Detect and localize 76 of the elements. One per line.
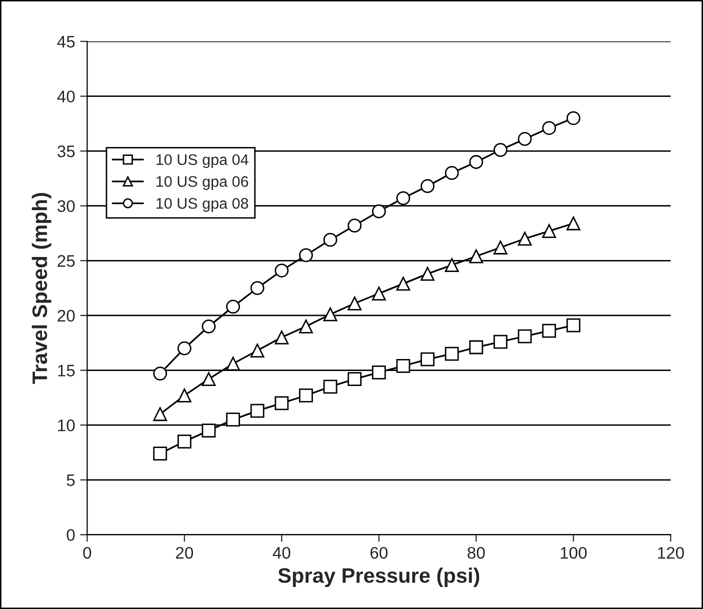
point (420, 179, 434, 194)
point (372, 366, 386, 380)
point (494, 334, 508, 349)
y-tick-label: 0 (66, 529, 75, 541)
x-tick-label: 20 (176, 546, 194, 559)
x-tick-label: 100 (560, 546, 587, 559)
point (396, 358, 410, 373)
legend-label: 10 US gpa 04 (156, 154, 248, 168)
point (323, 380, 338, 394)
point (177, 388, 192, 402)
x-tick-label: 80 (468, 546, 485, 559)
point (323, 307, 338, 322)
point (469, 249, 484, 264)
point (420, 266, 434, 281)
point (274, 396, 289, 410)
point (274, 264, 289, 278)
point (566, 216, 580, 230)
x-tick-label: 40 (272, 546, 290, 559)
point (226, 412, 240, 427)
point (372, 204, 386, 218)
point (566, 318, 580, 332)
y-tick-label: 10 (58, 419, 75, 432)
point (566, 111, 580, 126)
point (226, 356, 240, 371)
y-tick-label: 25 (58, 255, 75, 267)
y-tick-label: 35 (57, 145, 75, 158)
point (177, 434, 192, 448)
point (542, 224, 556, 238)
point (494, 240, 508, 254)
x-tick-label: 0 (83, 546, 92, 559)
point (444, 166, 459, 180)
point (348, 296, 362, 310)
point (348, 218, 362, 233)
point (153, 446, 168, 461)
point (494, 142, 508, 157)
y-axis-title: Travel Speed (mph) (32, 192, 52, 384)
point (153, 366, 168, 381)
point (542, 121, 556, 135)
point (202, 372, 216, 386)
point (177, 341, 192, 356)
legend-label: 10 US gpa 08 (156, 198, 248, 212)
point (348, 372, 362, 386)
y-tick-label: 20 (58, 310, 75, 322)
point (469, 340, 484, 354)
point (372, 286, 386, 300)
y-tick-label: 5 (66, 474, 75, 486)
point (153, 407, 168, 422)
point (444, 346, 459, 361)
point (299, 248, 313, 262)
point (444, 258, 459, 272)
x-axis-title: Spray Pressure (psi) (278, 568, 480, 588)
point (542, 324, 556, 338)
y-tick-label: 30 (57, 200, 75, 212)
point (518, 132, 532, 146)
point (299, 388, 313, 402)
y-tick-label: 15 (58, 364, 75, 376)
point (396, 276, 410, 291)
x-tick-label: 60 (370, 546, 388, 559)
legend-label: 10 US gpa 06 (156, 176, 248, 190)
point (250, 281, 264, 295)
point (202, 424, 216, 438)
x-tick-label: 120 (658, 546, 684, 559)
y-tick-label: 40 (57, 90, 75, 102)
point (518, 232, 532, 246)
point (323, 232, 338, 247)
point (250, 404, 264, 418)
point (420, 352, 434, 366)
point (202, 319, 216, 334)
point (299, 319, 313, 334)
point (274, 330, 289, 344)
y-tick-label: 45 (57, 36, 75, 48)
point (518, 329, 532, 344)
point (250, 344, 264, 358)
point (469, 155, 484, 169)
point (226, 300, 240, 314)
point (396, 191, 410, 206)
